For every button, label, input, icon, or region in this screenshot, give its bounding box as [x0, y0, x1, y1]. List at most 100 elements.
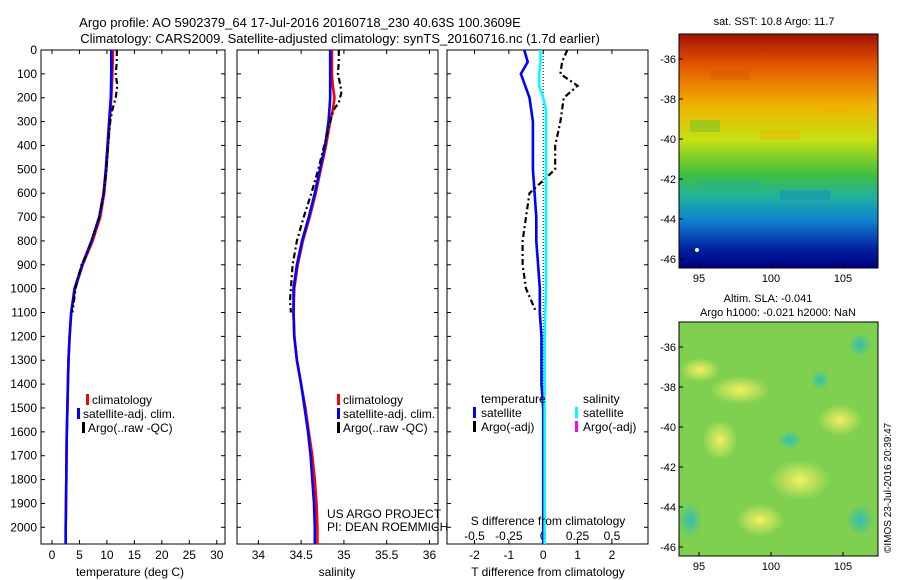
depth-tick-label: 0 [30, 43, 37, 57]
depth-tick-label: 1100 [11, 306, 37, 320]
depth-tick-label: 1800 [10, 473, 37, 487]
depth-tick-label: 200 [17, 91, 37, 105]
depth-tick-label: 1600 [10, 425, 37, 439]
legend-argo-label: Argo(..raw -QC) [88, 421, 173, 435]
lat-tick-label: -36 [660, 342, 676, 354]
sst-map-title: sat. SST: 10.8 Argo: 11.7 [714, 16, 835, 28]
legend-climatology-swatch [86, 394, 89, 405]
depth-tick-label: 1300 [10, 353, 37, 367]
x-tick-label: 20 [155, 548, 169, 562]
lon-tick-label: 95 [693, 273, 705, 285]
difference-legend: temperature satellite Argo(-adj) salinit… [473, 392, 636, 434]
argo-raw-qc--line [288, 50, 343, 313]
s-difference-axis-label: S difference from climatology [471, 514, 626, 528]
legend-satellite-label: satellite-adj. clim. [83, 407, 175, 421]
sla-map-axis-ticks: -36 -38 -40 -42 -44 -46 95 100 105 [660, 342, 852, 573]
lat-tick-label: -44 [660, 214, 676, 226]
depth-tick-label: 100 [17, 67, 37, 81]
legend-t-argo-label: Argo(-adj) [481, 420, 534, 434]
lon-tick-label: 105 [834, 561, 852, 573]
legend-t-satellite-label: satellite [481, 406, 522, 420]
lat-tick-label: -40 [660, 422, 676, 434]
legend-argo-label: Argo(..raw -QC) [343, 421, 428, 435]
temperature-satellite-line [519, 49, 545, 544]
x-tick-label: 30 [210, 548, 224, 562]
lon-tick-label: 100 [762, 273, 780, 285]
temperature-legend: climatology satellite-adj. clim. Argo(..… [77, 393, 175, 435]
salinity-depth-ticks [237, 49, 438, 528]
x-tick-label: 34 [252, 548, 266, 562]
lat-tick-label: -38 [660, 382, 676, 394]
t-difference-axis-label: T difference from climatology [471, 565, 625, 579]
salinity-profile-lines [288, 50, 343, 544]
sla-map-title-1: Altim. SLA: -0.041 [724, 293, 813, 305]
x-tick-label: 2 [609, 548, 616, 562]
x-tick-label: -2 [469, 548, 480, 562]
legend-s-satellite-swatch [575, 407, 578, 418]
legend-satellite-label: satellite-adj. clim. [343, 407, 435, 421]
s-tick-label: -0.5 [464, 529, 485, 543]
legend-t-argo-swatch [473, 421, 476, 432]
x-tick-label: -1 [504, 548, 515, 562]
legend-satellite-swatch [77, 408, 80, 419]
lat-tick-label: -36 [660, 54, 676, 66]
header-line-1: Argo profile: AO 5902379_64 17-Jul-2016 … [79, 15, 521, 30]
legend-s-argo-label: Argo(-adj) [583, 420, 636, 434]
lat-tick-label: -44 [660, 502, 676, 514]
legend-climatology-label: climatology [92, 393, 152, 407]
salinity-panel: 34 34.5 35 35.5 36 salinity climatology sate… [236, 49, 448, 579]
sla-map-frame [678, 321, 879, 557]
s-tick-label: 0.5 [604, 529, 621, 543]
legend-climatology-label: climatology [343, 393, 403, 407]
depth-tick-label: 600 [17, 186, 37, 200]
depth-tick-label: 1700 [10, 449, 37, 463]
sst-map: sat. SST: 10.8 Argo: 11.7 -36 -38 -40 -42 -4… [660, 16, 879, 285]
legend-s-argo-swatch [575, 421, 578, 432]
s-tick-label: -0.25 [495, 529, 523, 543]
depth-tick-label: 800 [17, 234, 37, 248]
temperature-plot-frame [40, 49, 226, 545]
legend-argo-swatch [82, 422, 85, 433]
x-tick-label: 34.5 [289, 548, 313, 562]
x-tick-label: 0 [49, 548, 56, 562]
lon-tick-label: 95 [693, 561, 705, 573]
lat-tick-label: -40 [660, 134, 676, 146]
difference-plot-frame [446, 49, 649, 545]
x-tick-label: 0 [540, 548, 547, 562]
sla-map-title-2: Argo h1000: -0.021 h2000: NaN [700, 307, 856, 319]
temperature-argo-adj--line [521, 49, 580, 313]
salinity-axis-label: salinity [319, 565, 356, 579]
depth-tick-label: 1200 [10, 329, 37, 343]
imos-stamp: ©IMOS 23-Jul-2016 20:39:47 [883, 422, 894, 553]
sst-map-axis-ticks: -36 -38 -40 -42 -44 -46 95 100 105 [660, 54, 852, 285]
depth-tick-label: 500 [17, 162, 37, 176]
legend-s-satellite-label: satellite [583, 406, 624, 420]
depth-tick-label: 900 [17, 258, 37, 272]
legend-t-satellite-swatch [473, 407, 476, 418]
lat-tick-label: -38 [660, 94, 676, 106]
x-tick-label: 36 [423, 548, 437, 562]
depth-tick-label: 1400 [10, 377, 37, 391]
temperature-profile-lines [64, 49, 119, 544]
difference-depth-ticks [447, 49, 648, 528]
x-tick-label: 5 [76, 548, 83, 562]
sst-map-frame [678, 33, 879, 269]
lon-tick-label: 105 [834, 273, 852, 285]
x-tick-label: 1 [574, 548, 581, 562]
lon-tick-label: 100 [762, 561, 780, 573]
salinity-legend: climatology satellite-adj. clim. Argo(..… [337, 393, 435, 435]
difference-profile-lines [519, 49, 580, 544]
legend-climatology-swatch [337, 394, 340, 405]
temperature-axis-ticks: 0 5 10 15 20 25 30 [49, 50, 224, 562]
argo-float-marker [695, 248, 699, 252]
salinity-satellite-line [537, 50, 548, 544]
x-tick-label: 25 [183, 548, 197, 562]
depth-tick-label: 700 [17, 210, 37, 224]
header-line-2: Climatology: CARS2009. Satellite-adjuste… [80, 31, 600, 46]
legend-temperature-header: temperature [481, 392, 546, 406]
depth-tick-label: 2000 [10, 520, 37, 534]
argo-raw-qc--line [71, 50, 119, 313]
depth-tick-label: 1500 [10, 401, 37, 415]
